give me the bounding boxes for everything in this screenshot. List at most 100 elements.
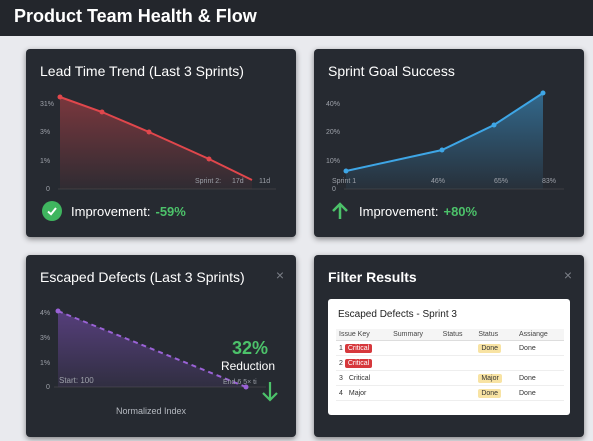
app-title-bar: Product Team Health & Flow (0, 0, 593, 36)
data-point (57, 94, 63, 100)
sprint-goal-area (346, 93, 543, 189)
issue-key: 3 (339, 374, 343, 382)
status-cell (439, 370, 476, 386)
data-point (99, 109, 105, 115)
status-cell: Done (475, 385, 516, 401)
data-point (439, 147, 445, 153)
column-header[interactable]: Summary (390, 329, 440, 341)
table-header-row: Issue Key Summary Status Status Assiange (336, 329, 564, 341)
y-tick-label: 0 (46, 384, 50, 391)
severity-badge: Critical (344, 343, 373, 353)
card-title: Sprint Goal Success (328, 63, 455, 79)
sprint-goal-chart: 40% 20% 10% 0 Sprint 1 46% 65% 83% (326, 90, 564, 193)
table-row[interactable]: 3 Critical Major Done (336, 370, 564, 386)
start-label: Start: 100 (59, 376, 94, 385)
x-tick-label: 46% (431, 178, 445, 185)
issue-key-cell: 1 Critical (336, 340, 391, 356)
y-tick-label: 31% (40, 101, 54, 108)
reduction-value: 32% (232, 338, 268, 358)
data-point (55, 308, 61, 314)
data-point (243, 384, 249, 390)
check-circle-icon (42, 201, 62, 221)
y-tick-label: 0 (46, 186, 50, 193)
improvement-value: -59% (155, 203, 186, 219)
card-title-main: Lead Time Trend (40, 63, 146, 79)
y-tick-label: 20% (326, 129, 340, 136)
lead-time-chart: 31% 3% 1% 0 Sprint 2: 17d 11d (40, 94, 276, 193)
close-icon[interactable]: × (275, 267, 284, 283)
x-tick-label: Sprint 1 (332, 178, 356, 185)
sprint-goal-line (345, 92, 544, 172)
status-cell: Done (475, 340, 516, 356)
y-tick-label: 40% (326, 101, 340, 108)
improvement-value: +80% (443, 203, 478, 219)
improvement-label: Improvement: (359, 203, 439, 219)
escaped-defects-card: Escaped Defects (Last 3 Sprints) × 4% 3%… (26, 255, 296, 437)
x-tick-label: 65% (494, 178, 508, 185)
card-title-main: Escaped Defects (40, 269, 146, 285)
card-title: Filter Results (328, 269, 417, 285)
assignee-cell: Done (516, 340, 564, 356)
y-tick-label: 1% (40, 360, 50, 367)
improvement-summary: Improvement: +80% (330, 201, 477, 221)
status-cell (439, 340, 476, 356)
issue-key: 2 (339, 359, 343, 367)
reduction-label: Reduction (221, 359, 275, 373)
lead-time-trend-card: Lead Time Trend (Last 3 Sprints) 31% 3% … (26, 49, 296, 237)
data-point (206, 156, 212, 162)
summary-cell (390, 340, 440, 356)
status-cell: Major (475, 370, 516, 386)
x-axis-label: Normalized Index (116, 406, 187, 416)
severity-badge: Critical (344, 358, 373, 368)
issue-key-cell: 4 Major (336, 385, 391, 401)
close-icon[interactable]: × (563, 267, 572, 283)
card-title: Lead Time Trend (Last 3 Sprints) (40, 63, 244, 79)
status-cell (439, 385, 476, 401)
data-point (343, 168, 349, 174)
filter-results-panel: Escaped Defects - Sprint 3 Issue Key Sum… (328, 299, 570, 415)
card-title-sub: (Last 3 Sprints) (145, 269, 245, 285)
status-cell (439, 355, 476, 371)
card-title-sub: (Last 3 Sprints) (145, 63, 244, 79)
column-header[interactable]: Status (439, 329, 476, 341)
status-badge: Done (478, 388, 502, 398)
table-row[interactable]: 2 Critical (336, 355, 564, 371)
status-badge: Done (478, 343, 502, 353)
data-point (146, 129, 152, 135)
column-header[interactable]: Status (475, 329, 516, 341)
status-badge: Major (478, 373, 502, 383)
escaped-defects-line (57, 310, 247, 388)
table-row[interactable]: 1 Critical Done Done (336, 340, 564, 356)
y-tick-label: 1% (40, 158, 50, 165)
severity-text: Critical (348, 374, 371, 382)
table-row[interactable]: 4 Major Done Done (336, 385, 564, 401)
x-tick-label: Sprint 2: (195, 178, 221, 185)
column-header[interactable]: Issue Key (336, 329, 391, 341)
issue-key-cell: 2 Critical (336, 355, 391, 371)
lead-time-area (60, 97, 252, 189)
y-tick-label: 4% (40, 310, 50, 317)
y-tick-label: 0 (332, 186, 336, 193)
improvement-summary: Improvement: -59% (42, 201, 186, 221)
issue-key-cell: 3 Critical (336, 370, 391, 386)
page-title: Product Team Health & Flow (14, 6, 257, 26)
x-tick-label: 83% (542, 178, 556, 185)
assignee-cell (516, 355, 564, 371)
issue-key: 4 (339, 389, 343, 397)
y-tick-label: 10% (326, 158, 340, 165)
summary-cell (390, 370, 440, 386)
assignee-cell: Done (516, 385, 564, 401)
improvement-label: Improvement: (71, 203, 151, 219)
severity-text: Major (348, 389, 367, 397)
column-header[interactable]: Assiange (516, 329, 564, 341)
arrow-up-icon (330, 201, 350, 221)
end-label: End 6 5× ti (223, 379, 257, 386)
x-tick-label: 11d (259, 178, 270, 185)
results-table: Issue Key Summary Status Status Assiange… (336, 329, 564, 401)
sprint-goal-success-card: Sprint Goal Success 40% 20% 10% 0 Sprint… (314, 49, 584, 237)
y-tick-label: 3% (40, 335, 50, 342)
card-title: Escaped Defects (Last 3 Sprints) (40, 269, 245, 285)
panel-title: Escaped Defects - Sprint 3 (338, 309, 457, 320)
status-cell (475, 355, 516, 371)
issue-key: 1 (339, 344, 343, 352)
